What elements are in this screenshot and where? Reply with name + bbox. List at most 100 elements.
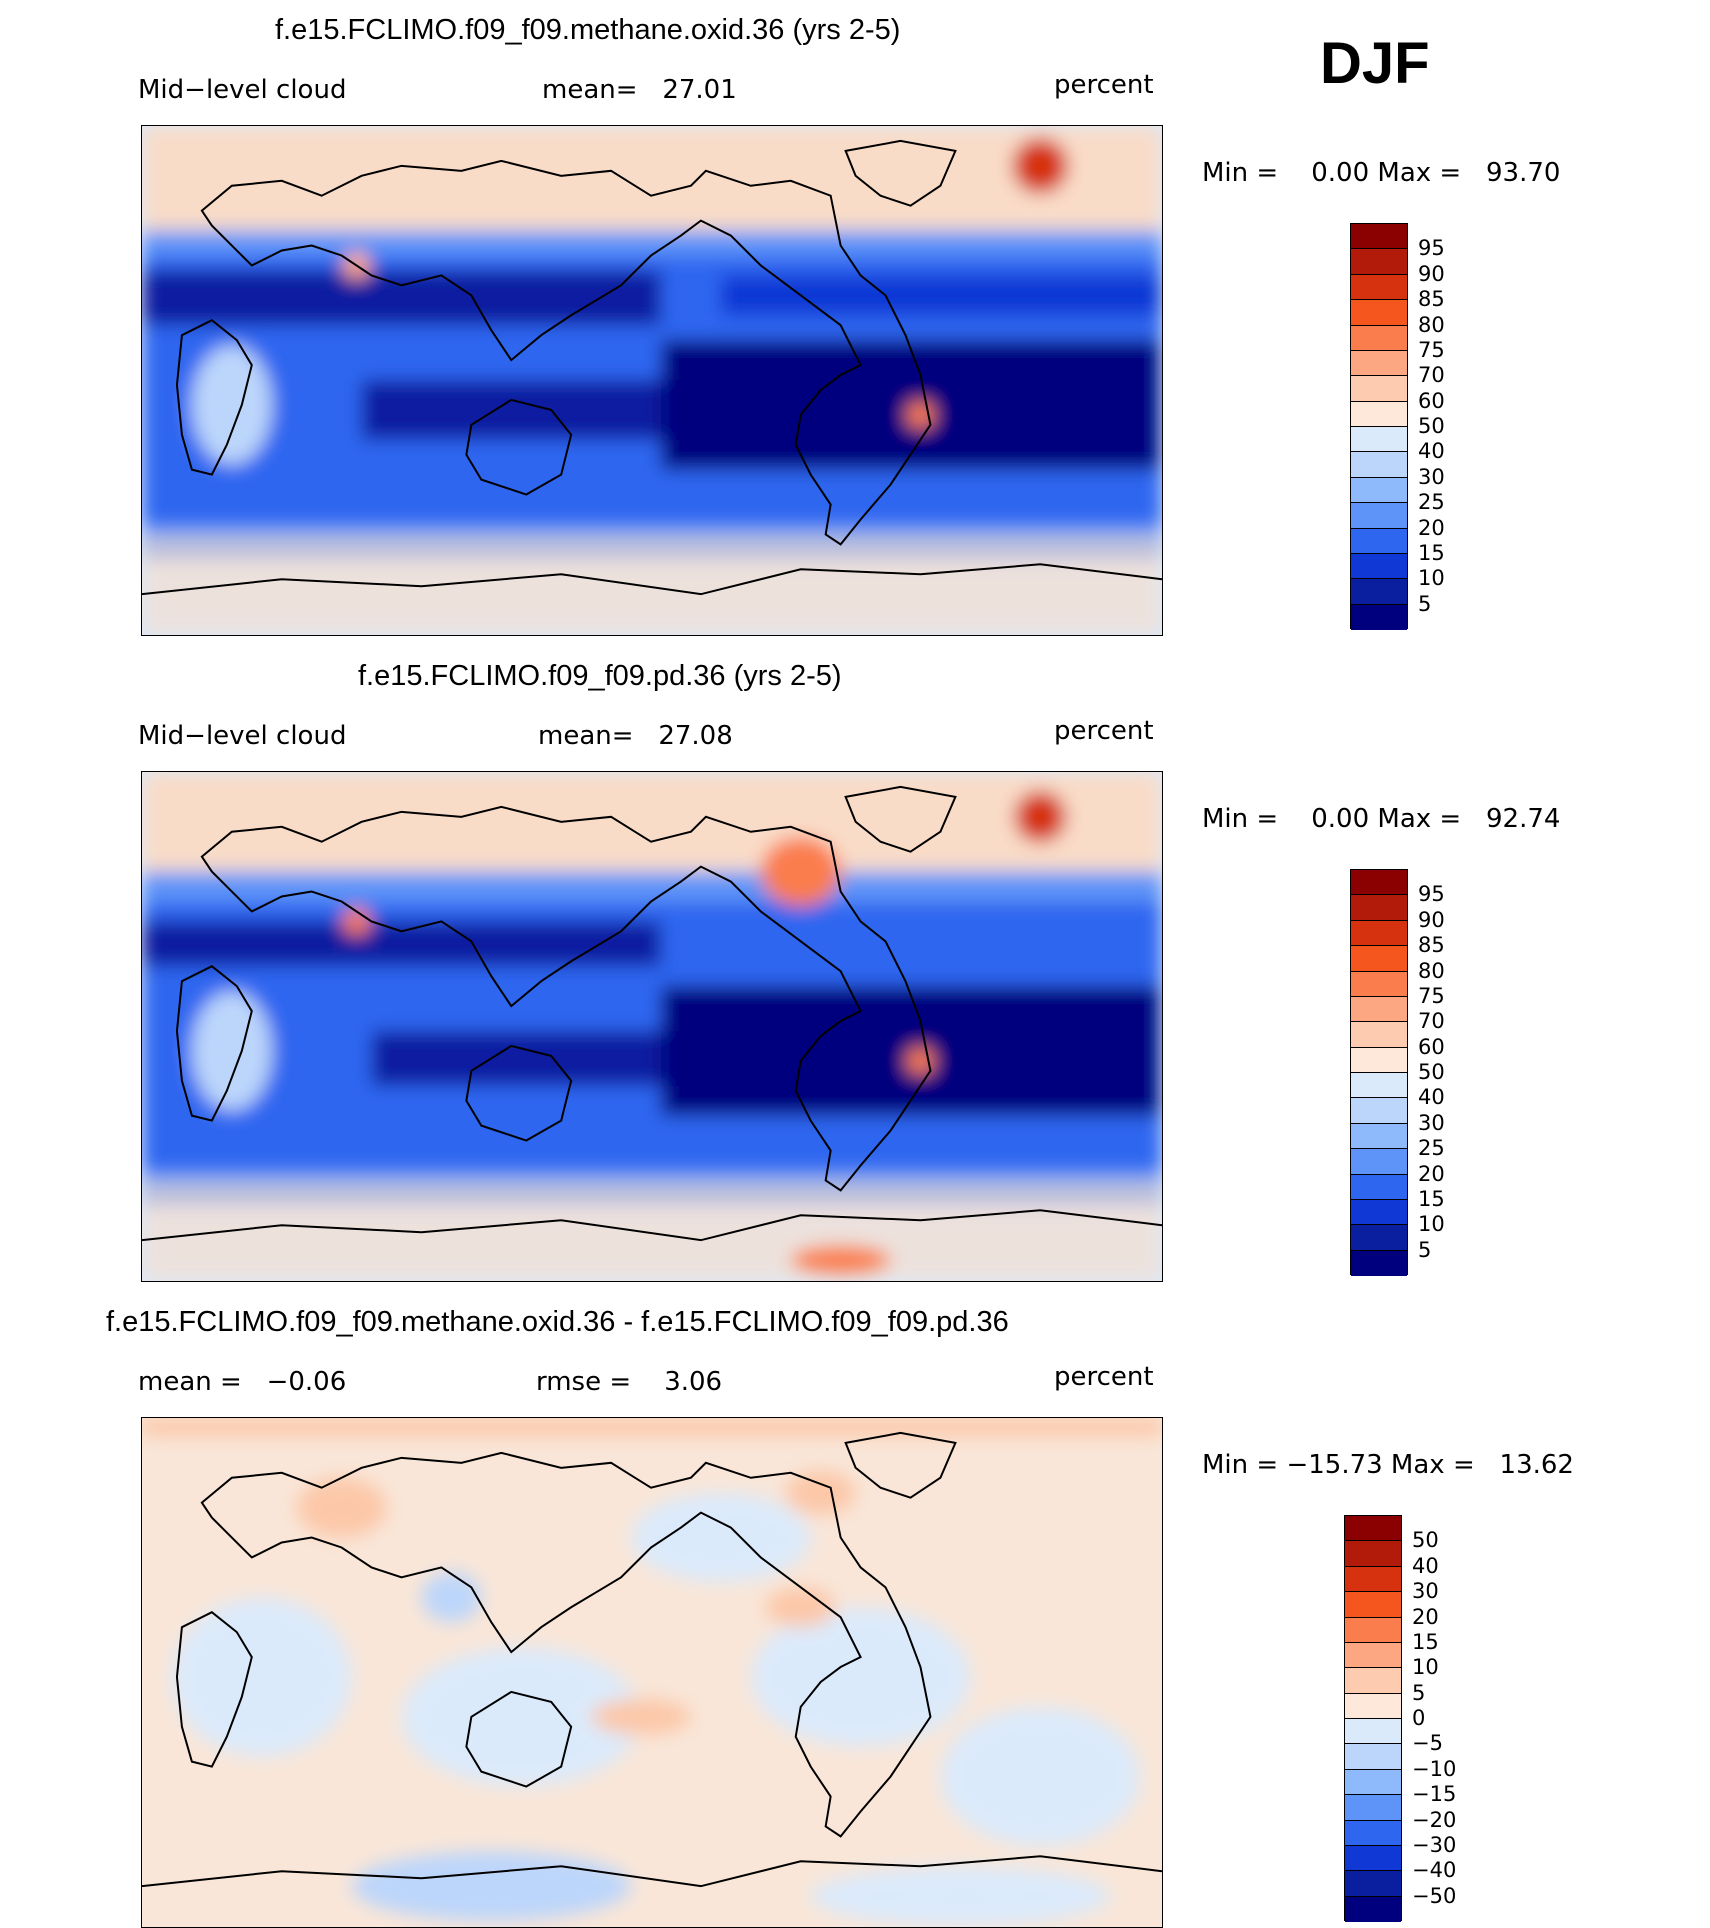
colorbar-swatch xyxy=(1351,401,1407,427)
colorbar-tick-label: 30 xyxy=(1418,1110,1445,1135)
colorbar-tick-label: 15 xyxy=(1412,1629,1439,1654)
colorbar-tick-label: 50 xyxy=(1418,1060,1445,1084)
colorbar-swatch xyxy=(1345,1845,1401,1872)
colorbar-tick-label: 25 xyxy=(1418,490,1445,515)
colorbar-swatch xyxy=(1351,1250,1407,1276)
colorbar-tick-label: −20 xyxy=(1412,1807,1457,1832)
colorbar-swatch xyxy=(1345,1592,1401,1618)
minmax-label: Min = 0.00 Max = 93.70 xyxy=(1202,158,1561,188)
season-label: DJF xyxy=(1320,31,1430,96)
colorbar-swatch xyxy=(1345,1896,1401,1922)
colorbar-tick-label: 40 xyxy=(1412,1553,1439,1578)
colorbar-swatch xyxy=(1351,870,1407,896)
colorbar-swatch xyxy=(1345,1516,1401,1542)
colorbar-swatch xyxy=(1351,477,1407,504)
colorbar-tick-label: 40 xyxy=(1418,439,1445,464)
map-panel-middle xyxy=(141,771,1163,1282)
colorbar-swatch xyxy=(1351,579,1407,605)
colorbar-swatch xyxy=(1345,1820,1401,1846)
colorbar-swatch xyxy=(1351,971,1407,997)
colorbar-swatch xyxy=(1351,1174,1407,1200)
units-label: percent xyxy=(1054,1362,1154,1392)
colorbar-tick-label: −30 xyxy=(1412,1832,1457,1857)
colorbar-tick-label: 30 xyxy=(1418,464,1445,489)
colorbar-tick-label: 10 xyxy=(1412,1655,1439,1680)
colorbar-swatch xyxy=(1351,895,1407,921)
colorbar-tick-label: 60 xyxy=(1418,1034,1445,1059)
colorbar-swatch xyxy=(1351,350,1407,377)
colorbar-swatch xyxy=(1351,376,1407,402)
colorbar-tick-label: 20 xyxy=(1418,515,1445,540)
colorbar-swatch xyxy=(1351,1149,1407,1175)
colorbar-tick-label: 40 xyxy=(1418,1085,1445,1110)
mean-label: mean= 27.08 xyxy=(538,721,733,751)
colorbar-tick-label: 75 xyxy=(1418,983,1445,1008)
rmse-label: rmse = 3.06 xyxy=(536,1367,723,1397)
colorbar-swatch xyxy=(1345,1871,1401,1897)
panel-title: f.e15.FCLIMO.f09_f09.methane.oxid.36 - f… xyxy=(106,1306,1009,1338)
colorbar-tick-label: 5 xyxy=(1418,591,1432,616)
colorbar-tick-label: 20 xyxy=(1412,1604,1439,1629)
colorbar-swatch xyxy=(1345,1566,1401,1593)
variable-label: Mid−level cloud xyxy=(138,75,347,105)
colorbar-tick-label: 85 xyxy=(1418,287,1445,312)
colorbar-tick-label: 0 xyxy=(1412,1706,1426,1730)
colorbar-swatch xyxy=(1345,1617,1401,1643)
colorbar-tick-label: −50 xyxy=(1412,1883,1457,1908)
colorbar-swatch xyxy=(1351,920,1407,947)
colorbar-tick-label: 10 xyxy=(1418,566,1445,591)
colorbar-swatch xyxy=(1345,1795,1401,1821)
colorbar-tick-label: 30 xyxy=(1412,1579,1439,1604)
variable-label: Mid−level cloud xyxy=(138,721,347,751)
global-map xyxy=(142,1418,1162,1927)
colorbar-swatch xyxy=(1351,553,1407,580)
colorbar-swatch xyxy=(1345,1744,1401,1770)
colorbar-tick-label: 25 xyxy=(1418,1136,1445,1161)
units-label: percent xyxy=(1054,70,1154,100)
colorbar-tick-label: 95 xyxy=(1418,236,1445,261)
colorbar-swatch xyxy=(1351,503,1407,529)
colorbar xyxy=(1344,1515,1402,1922)
colorbar-swatch xyxy=(1351,1073,1407,1099)
colorbar-swatch xyxy=(1351,1098,1407,1124)
colorbar-tick-label: −5 xyxy=(1412,1731,1443,1756)
colorbar-tick-label: 15 xyxy=(1418,1186,1445,1211)
colorbar-swatch xyxy=(1351,1047,1407,1073)
colorbar xyxy=(1350,869,1408,1276)
colorbar-tick-label: −10 xyxy=(1412,1756,1457,1781)
colorbar-swatch xyxy=(1351,224,1407,250)
colorbar-tick-label: 80 xyxy=(1418,958,1445,983)
units-label: percent xyxy=(1054,716,1154,746)
colorbar-swatch xyxy=(1351,274,1407,301)
colorbar-tick-label: 95 xyxy=(1418,882,1445,907)
colorbar-swatch xyxy=(1351,1123,1407,1150)
colorbar-swatch xyxy=(1351,249,1407,275)
colorbar-swatch xyxy=(1351,325,1407,351)
panel-title: f.e15.FCLIMO.f09_f09.pd.36 (yrs 2-5) xyxy=(358,660,842,692)
colorbar-swatch xyxy=(1351,1022,1407,1048)
colorbar-tick-label: 80 xyxy=(1418,312,1445,337)
colorbar-tick-label: −40 xyxy=(1412,1858,1457,1883)
map-panel-bottom xyxy=(141,1417,1163,1928)
panel-title: f.e15.FCLIMO.f09_f09.methane.oxid.36 (yr… xyxy=(275,14,901,46)
global-map xyxy=(142,772,1162,1281)
colorbar-swatch xyxy=(1351,300,1407,326)
colorbar-swatch xyxy=(1351,604,1407,630)
colorbar-swatch xyxy=(1345,1642,1401,1669)
colorbar-tick-label: 90 xyxy=(1418,907,1445,932)
colorbar-tick-label: 5 xyxy=(1418,1237,1432,1262)
colorbar-swatch xyxy=(1351,996,1407,1023)
map-panel-top xyxy=(141,125,1163,636)
minmax-label: Min = −15.73 Max = 13.62 xyxy=(1202,1450,1574,1480)
colorbar-tick-label: 70 xyxy=(1418,1009,1445,1034)
colorbar-swatch xyxy=(1345,1693,1401,1719)
colorbar-tick-label: 10 xyxy=(1418,1212,1445,1237)
colorbar-tick-label: −15 xyxy=(1412,1782,1457,1807)
global-map xyxy=(142,126,1162,635)
colorbar-swatch xyxy=(1345,1541,1401,1567)
colorbar-tick-label: 20 xyxy=(1418,1161,1445,1186)
colorbar-swatch xyxy=(1351,528,1407,554)
colorbar-tick-label: 50 xyxy=(1418,414,1445,438)
colorbar-tick-label: 85 xyxy=(1418,933,1445,958)
colorbar-swatch xyxy=(1351,1225,1407,1251)
